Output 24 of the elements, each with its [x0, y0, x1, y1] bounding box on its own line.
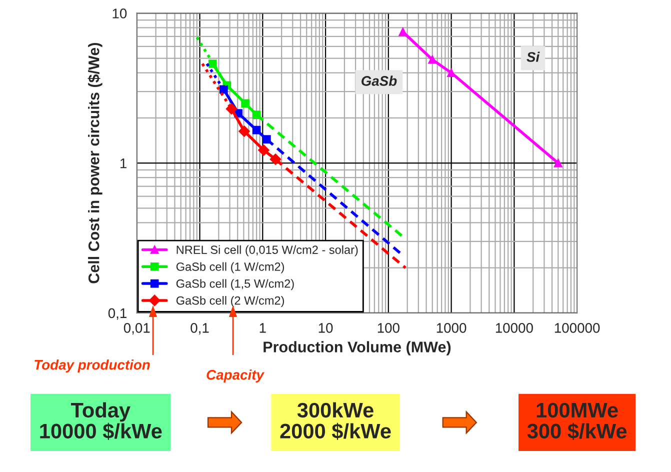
y-axis-title: Cell Cost in power circuits ($/We)	[88, 42, 102, 284]
x-tick-label: 10	[318, 323, 333, 333]
x-tick-label: 1000	[436, 323, 466, 333]
legend-label: GaSb cell (2 W/cm2)	[176, 296, 284, 308]
legend-label: GaSb cell (1 W/cm2)	[176, 262, 284, 274]
text: 300kWe 2000 $/kWe	[280, 402, 391, 440]
y-tick-label: 10	[112, 8, 127, 18]
text: 100MWe 300 $/kWe	[527, 402, 627, 440]
x-tick-label: 10000	[496, 323, 533, 333]
y-tick-label: 0,1	[108, 308, 126, 320]
x-tick-label: 1	[260, 323, 266, 333]
y-tick-label: 1	[120, 158, 126, 168]
x-axis-title: Production Volume (MWe)	[264, 341, 451, 356]
x-tick-label: 100	[378, 323, 400, 333]
x-tick-label: 0,01	[124, 323, 150, 334]
x-tick-label: 100000	[554, 323, 600, 333]
legend-label: GaSb cell (1,5 W/cm2)	[176, 279, 294, 290]
legend-label: NREL Si cell (0,015 W/cm2 - solar)	[176, 245, 358, 256]
text: Capacity	[206, 370, 265, 382]
annotation: Si	[526, 52, 540, 62]
text: Today production	[34, 360, 150, 372]
text: Today 10000 $/kWe	[40, 402, 162, 440]
x-tick-label: 0,1	[190, 323, 209, 334]
annotation: GaSb	[362, 76, 397, 86]
